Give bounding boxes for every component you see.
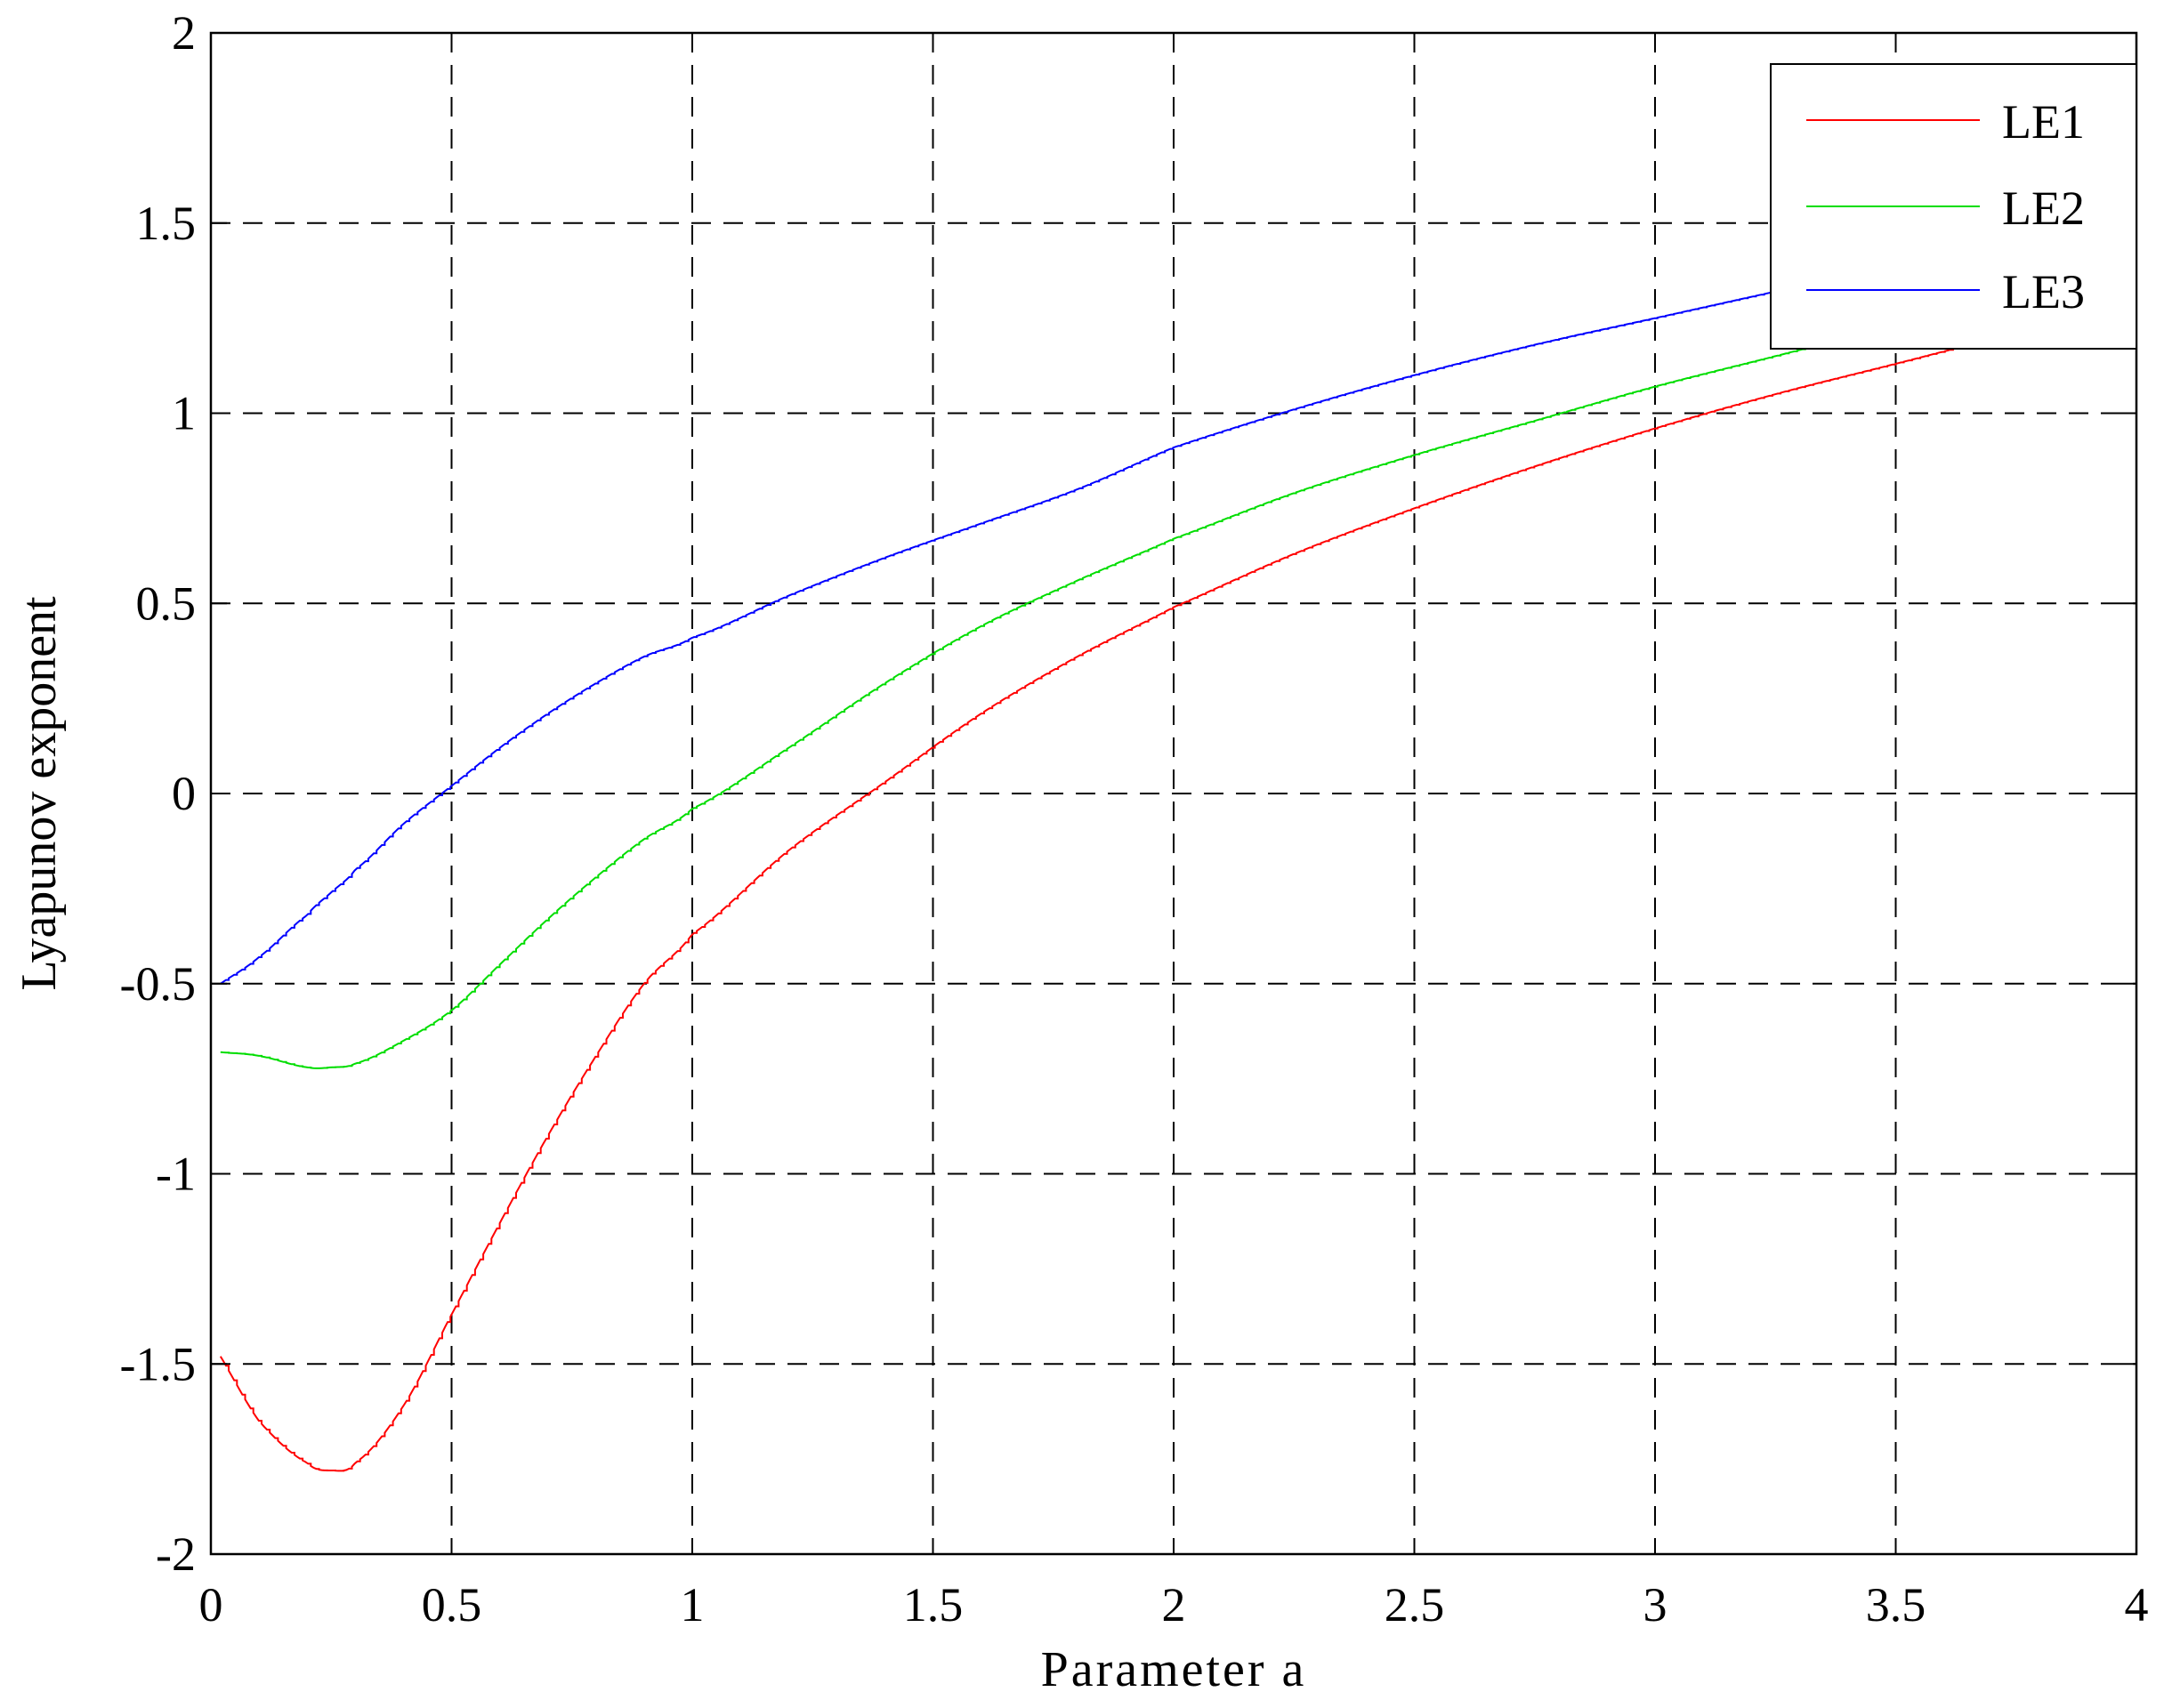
x-tick-label: 2.5 [1385,1578,1445,1631]
y-tick-label: -1.5 [120,1337,196,1390]
x-tick-label: 3.5 [1866,1578,1926,1631]
x-tick-label: 4 [2125,1578,2149,1631]
x-tick-label: 1 [681,1578,705,1631]
x-tick-label: 2 [1162,1578,1186,1631]
series-line-le2 [220,275,2137,1069]
legend-label-le1: LE1 [2002,95,2085,149]
x-tick-label: 0.5 [422,1578,482,1631]
y-tick-label: -0.5 [120,957,196,1011]
x-tick-labels: 0 0.5 1 1.5 2 2.5 3 3.5 4 [199,1578,2149,1631]
y-axis-title: Lyapunov exponent [12,596,67,991]
x-axis-title: Parameter a [1041,1642,1307,1697]
legend: LE1 LE2 LE3 [1770,63,2137,350]
y-tick-label: 0.5 [136,576,197,630]
x-tick-label: 1.5 [903,1578,964,1631]
y-tick-label: 2 [172,6,196,60]
y-tick-labels: -2 -1.5 -1 -0.5 0 0.5 1 1.5 2 [120,6,196,1581]
y-tick-label: 1 [172,387,196,440]
x-tick-label: 0 [199,1578,223,1631]
legend-label-le3: LE3 [2002,265,2085,318]
series-lines [219,222,2137,1472]
grid [211,33,2136,1554]
x-tick-label: 3 [1643,1578,1667,1631]
legend-label-le2: LE2 [2002,181,2085,235]
series-line-le1 [219,305,2137,1472]
y-tick-label: 0 [172,767,196,820]
y-tick-label: 1.5 [136,197,197,250]
y-tick-label: -2 [156,1527,196,1581]
y-tick-label: -1 [156,1148,196,1201]
